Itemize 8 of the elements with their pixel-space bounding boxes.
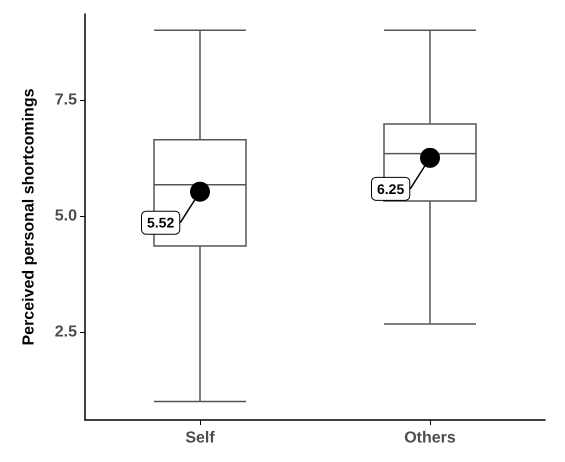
x-tick-label: Others xyxy=(404,430,456,446)
y-tick-label: 7.5 xyxy=(54,91,78,108)
x-tick-label: Self xyxy=(185,430,216,446)
y-tick-label: 5.0 xyxy=(54,207,78,224)
data-label: 5.52 xyxy=(147,214,174,231)
y-axis-title: Perceived personal shortcomings xyxy=(20,88,38,346)
y-tick-label: 2.5 xyxy=(54,323,78,340)
data-label: 6.25 xyxy=(377,180,404,197)
